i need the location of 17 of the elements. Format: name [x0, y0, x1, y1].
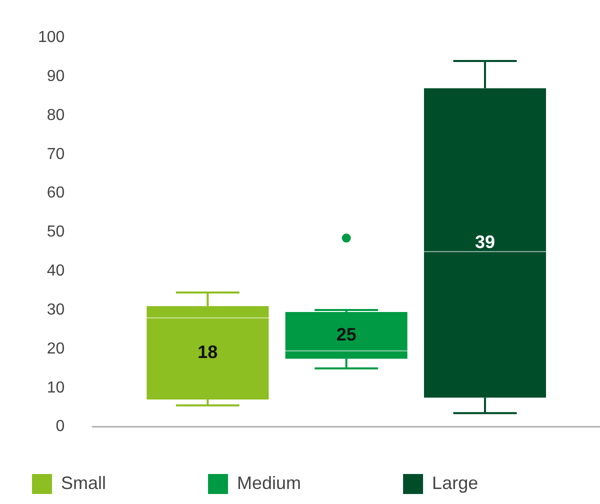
- legend-label: Large: [432, 472, 558, 493]
- y-tick-label: 100: [38, 29, 65, 46]
- y-tick-label: 60: [46, 184, 65, 202]
- y-tick-label: 80: [46, 106, 65, 124]
- y-tick-label: 40: [46, 262, 65, 280]
- y-tick-label: 10: [46, 379, 65, 396]
- y-tick-label: 20: [46, 340, 65, 358]
- y-tick-label: 90: [46, 68, 65, 85]
- legend-label: Small: [61, 472, 186, 493]
- y-tick-label: 70: [46, 146, 65, 163]
- text: 25: [336, 324, 356, 344]
- text: 39: [474, 232, 496, 252]
- y-tick-label: 50: [46, 224, 65, 241]
- legend-label: Medium: [237, 472, 382, 493]
- y-tick-label: 30: [46, 301, 65, 318]
- text: 18: [198, 342, 218, 362]
- y-tick-label: 0: [56, 418, 65, 436]
